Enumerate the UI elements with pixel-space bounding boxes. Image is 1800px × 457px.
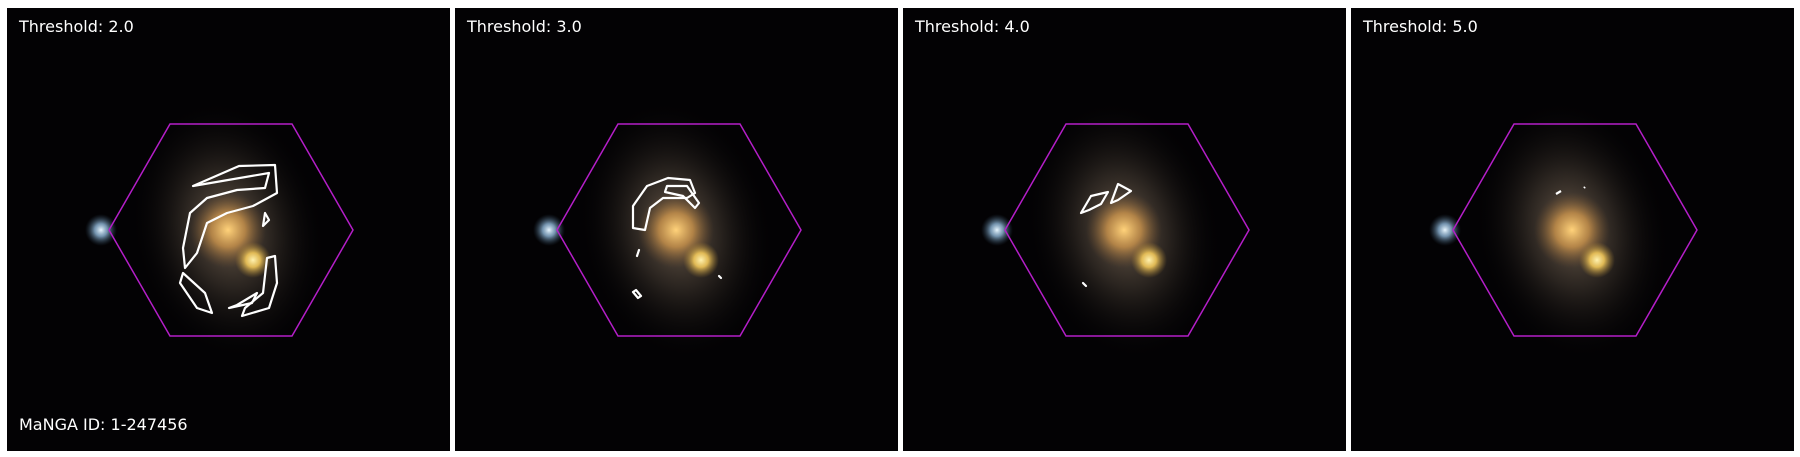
galaxy-image	[533, 101, 802, 359]
image-panel-threshold-2: Threshold: 2.0 MaNGA ID: 1-247456	[7, 8, 450, 451]
ifu-hexagon	[108, 123, 354, 337]
contour-lines	[1079, 182, 1133, 288]
ifu-hexagon	[1452, 123, 1698, 337]
threshold-label: Threshold: 4.0	[915, 17, 1030, 36]
ifu-hexagon	[1004, 123, 1250, 337]
galaxy-image	[981, 101, 1250, 359]
contour-lines	[1555, 186, 1586, 195]
galaxy-image	[1429, 101, 1698, 359]
manga-id-label: MaNGA ID: 1-247456	[19, 415, 188, 434]
contour-lines	[631, 176, 723, 300]
threshold-label: Threshold: 5.0	[1363, 17, 1478, 36]
image-panel-threshold-3: Threshold: 3.0	[455, 8, 898, 451]
galaxy-image	[85, 101, 354, 359]
image-panel-threshold-5: Threshold: 5.0	[1351, 8, 1794, 451]
threshold-label: Threshold: 3.0	[467, 17, 582, 36]
threshold-label: Threshold: 2.0	[19, 17, 134, 36]
image-panel-threshold-4: Threshold: 4.0	[903, 8, 1346, 451]
contour-lines	[178, 163, 279, 318]
ifu-hexagon	[556, 123, 802, 337]
